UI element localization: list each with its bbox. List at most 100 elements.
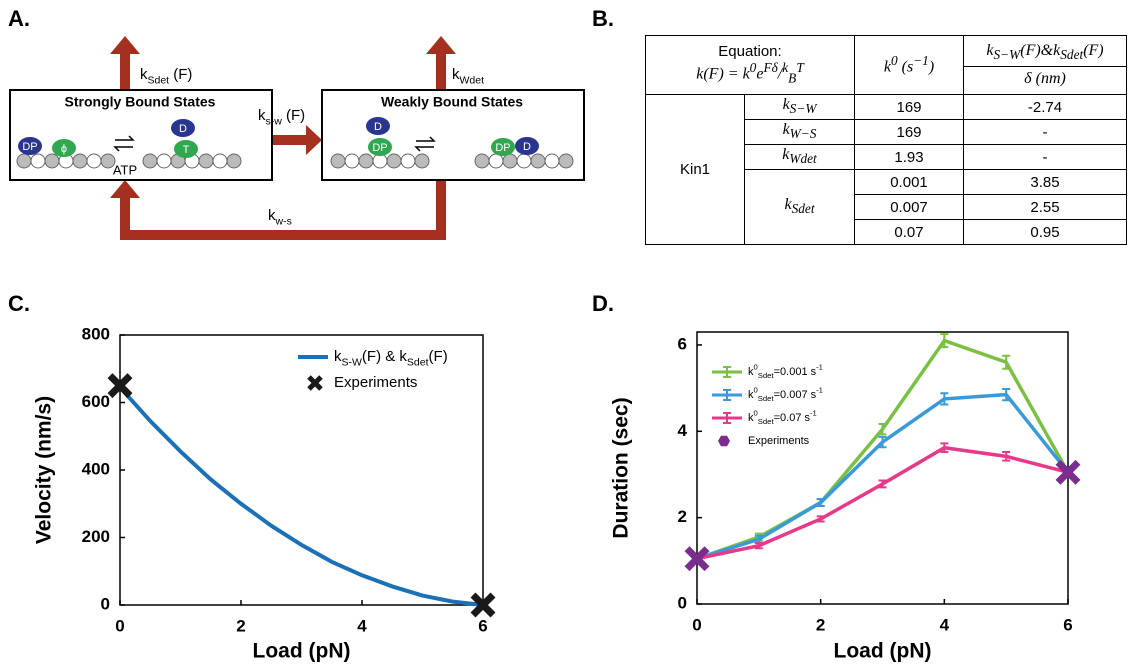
motor-head — [52, 139, 76, 157]
motor-head — [491, 138, 515, 156]
legend-label: Experiments — [748, 435, 810, 447]
legend-label-part: k — [334, 348, 342, 365]
legend-label: kS-W(F) & kSdet(F) — [334, 348, 448, 368]
y-axis-label: Velocity (nm/s) — [33, 396, 56, 544]
x-tick-label: 0 — [115, 616, 124, 635]
math-part: S−W — [993, 47, 1021, 63]
tubulin — [502, 153, 518, 169]
y-tick-label: 0 — [101, 594, 110, 613]
panel-label: A. — [8, 6, 30, 31]
table-value: 2.55 — [963, 194, 1127, 220]
table-row: kWdet 1.93- — [646, 144, 1127, 170]
table-value: - — [963, 144, 1127, 170]
error-bar — [940, 442, 949, 454]
math-part: ) — [928, 58, 935, 76]
table-row: kSdet 0.001 3.85 — [646, 169, 1127, 245]
group-cell: Kin1 — [645, 94, 745, 245]
error-bar — [1002, 387, 1011, 402]
y-tick-label: 0 — [678, 593, 687, 612]
atp-label: ATP — [113, 162, 137, 177]
legend-label-part: 0 — [754, 409, 758, 418]
legend-label-part: 0 — [754, 363, 758, 372]
x-tick-label: 2 — [816, 615, 825, 634]
legend-label-part: S-W — [342, 356, 363, 368]
math-part: k — [782, 60, 789, 76]
legend-label-part: -1 — [816, 386, 823, 395]
head-label: ϕ — [61, 143, 67, 155]
panel-label: D. — [592, 291, 614, 316]
x-axis-label: Load (pN) — [834, 640, 932, 663]
error-bar — [878, 422, 887, 436]
scheme-arrows — [110, 36, 456, 240]
equation-title: Equation: — [718, 43, 782, 61]
tubulin — [330, 153, 346, 169]
math-part: −1 — [913, 53, 929, 69]
equilibrium-arrows — [113, 135, 436, 152]
tubulin — [16, 153, 32, 169]
math-part: 0 — [749, 60, 757, 76]
rate-name: kWdet — [744, 144, 855, 170]
math-part: k — [782, 121, 790, 139]
rate-label-part: k — [140, 66, 148, 83]
state-box — [9, 89, 273, 181]
rate-label-part: Sdet — [148, 74, 170, 86]
tubulin — [488, 153, 504, 169]
y-tick-label: 800 — [82, 324, 110, 343]
experiment-marker — [107, 373, 133, 399]
plot-frame — [119, 334, 484, 606]
y-tick-label: 200 — [82, 527, 110, 546]
head-label: D — [179, 123, 187, 135]
legend-label-part: Experiments — [334, 374, 417, 391]
legend-marker — [718, 435, 730, 447]
tubulin — [474, 153, 490, 169]
rate-label-part: (F) — [169, 66, 192, 83]
k0-header: k0 (s−1) — [854, 35, 964, 95]
rate-label-part: k — [452, 66, 460, 83]
rate-label: kWdet — [452, 66, 484, 86]
rate-name: kW−S — [744, 119, 855, 145]
error-bar — [878, 435, 887, 449]
tubulin — [212, 153, 228, 169]
x-tick-label: 0 — [692, 615, 701, 634]
x-tick-label: 4 — [940, 615, 950, 634]
tubulin — [100, 153, 116, 169]
tubulin — [156, 153, 172, 169]
table-value: -2.74 — [963, 94, 1127, 120]
math-part: Sdet — [791, 201, 815, 217]
panel-label: C. — [8, 291, 30, 316]
experiment-marker — [1055, 459, 1081, 485]
tubulin — [30, 153, 46, 169]
tubulin — [86, 153, 102, 169]
legend-label: k0Sdet=0.007 s-1 — [748, 386, 823, 403]
error-bar — [878, 479, 887, 489]
box-title: Strongly Bound States — [65, 94, 216, 110]
math-part: 0 — [890, 53, 898, 69]
tubulin — [400, 153, 416, 169]
math-part: (F)&k — [1020, 41, 1061, 59]
head-label: DP — [22, 141, 37, 153]
head-label: D — [523, 141, 531, 153]
series-line — [118, 385, 484, 607]
legend-swatch-bar — [723, 412, 731, 424]
x-axis-label: Load (pN) — [253, 640, 351, 663]
y-tick-label: 2 — [678, 507, 687, 526]
rate-label-part: s-w — [266, 115, 283, 127]
state-box — [321, 89, 585, 181]
x-tick-label: 4 — [357, 616, 367, 635]
tubulin — [44, 153, 60, 169]
legend-label-part: k — [748, 389, 754, 401]
rate-label-part: Wdet — [460, 74, 485, 86]
legend-label-part: Sdet — [758, 417, 775, 426]
table-value: 0.95 — [963, 219, 1127, 245]
x-tick-label: 2 — [236, 616, 245, 635]
equation-cell: Equation: k(F) = k0eFδ/kBT — [645, 35, 855, 95]
legend-label: k0Sdet=0.07 s-1 — [748, 409, 817, 426]
legend-label-part: (F) — [429, 348, 448, 365]
equation: k(F) = k0eFδ/kBT — [650, 60, 850, 87]
legend-label-part: k — [748, 412, 754, 424]
tubulin — [142, 153, 158, 169]
head-label: DP — [372, 142, 387, 154]
math-part: Sdet — [1060, 47, 1084, 63]
